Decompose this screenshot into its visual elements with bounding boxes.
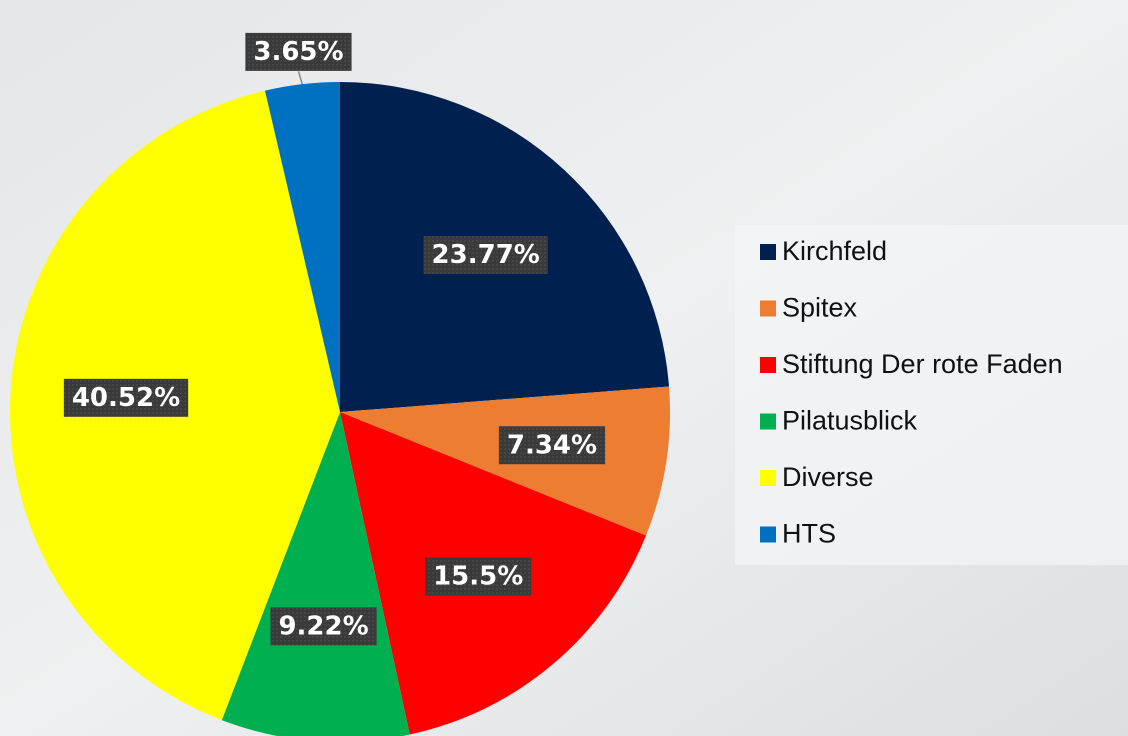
legend-box: [735, 225, 1128, 565]
legend-swatch: [760, 414, 776, 430]
legend-swatch: [760, 244, 776, 260]
data-label: 9.22%: [278, 611, 368, 641]
legend-label: Stiftung Der rote Faden: [782, 349, 1063, 379]
legend-swatch: [760, 470, 776, 486]
data-label: 40.52%: [72, 383, 180, 413]
data-label: 7.34%: [507, 430, 597, 460]
data-label: 15.5%: [433, 562, 523, 592]
chart: 23.77% 7.34% 15.5% 9.22% 40.52% 3.65% Kirchfel…: [0, 0, 1128, 736]
data-label: 3.65%: [253, 37, 343, 67]
legend-label: Kirchfeld: [782, 236, 887, 266]
legend-swatch: [760, 301, 776, 317]
legend-label: HTS: [782, 519, 836, 549]
data-label: 23.77%: [432, 240, 540, 270]
legend-label: Spitex: [782, 293, 858, 323]
legend-swatch: [760, 357, 776, 373]
legend-label: Diverse: [782, 462, 874, 492]
legend-label: Pilatusblick: [782, 406, 918, 436]
legend-swatch: [760, 527, 776, 543]
